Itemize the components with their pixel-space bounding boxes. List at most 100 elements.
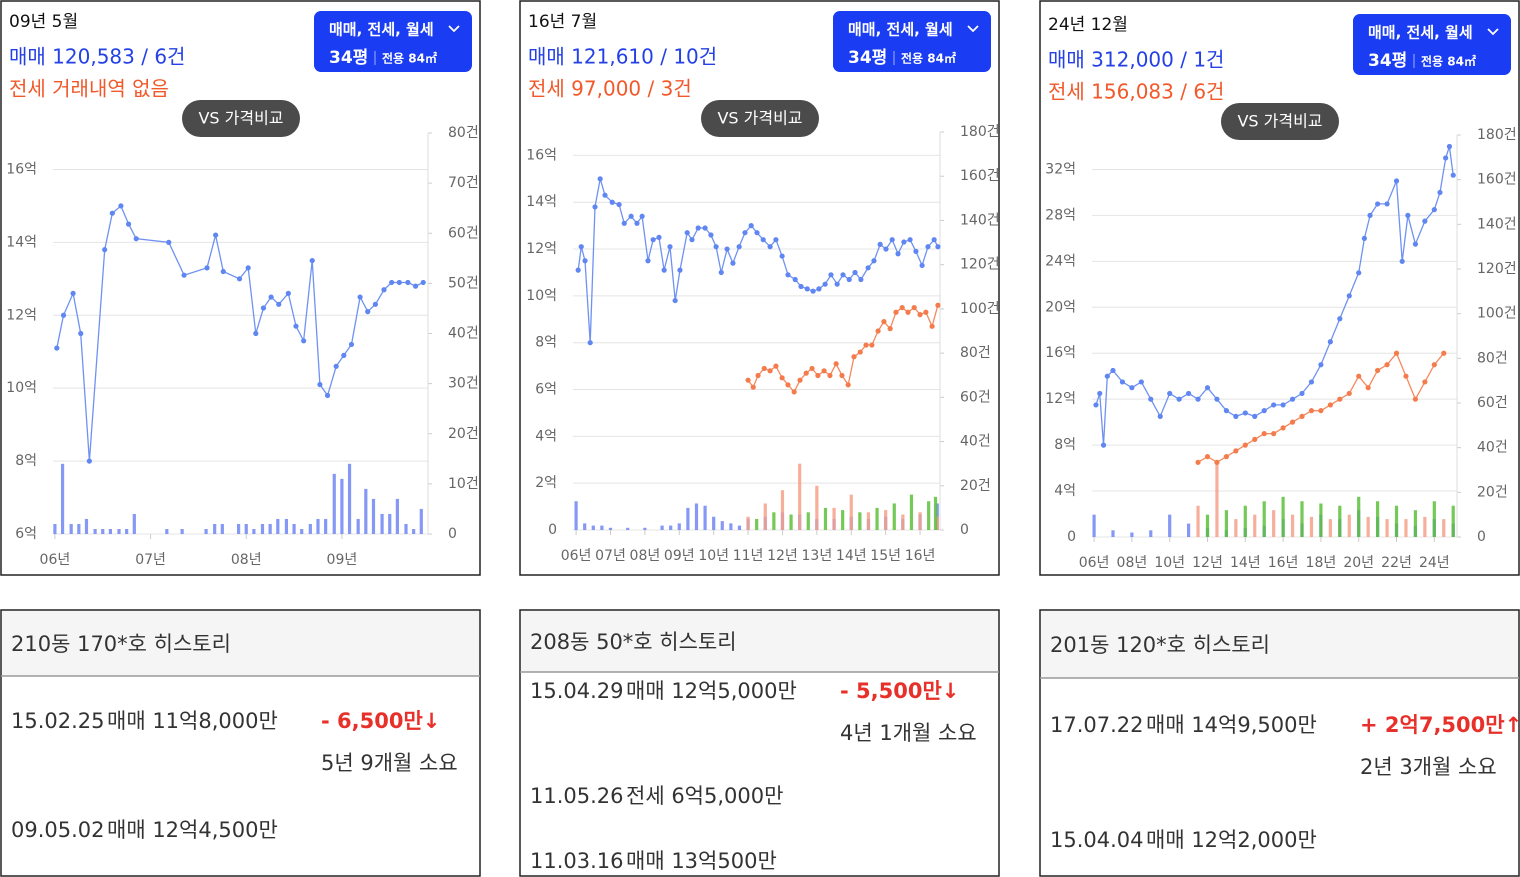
volume-bar	[772, 512, 776, 530]
price-point	[767, 244, 773, 250]
price-point	[773, 363, 779, 369]
jeonse-summary: 전세 97,000 / 3건	[528, 77, 692, 101]
price-point	[1384, 362, 1390, 368]
entry-date: 11.03.16	[530, 849, 624, 873]
price-point	[260, 305, 267, 311]
price-point	[815, 372, 821, 379]
price-point	[656, 234, 662, 240]
volume-bar	[1215, 461, 1219, 537]
price-point	[341, 352, 347, 358]
volume-bar	[823, 507, 828, 530]
price-point	[1167, 390, 1173, 397]
price-point	[639, 213, 645, 219]
x-tick-label: 10년	[698, 548, 729, 564]
pyeong: 34평	[1368, 51, 1407, 71]
volume-bar	[324, 518, 328, 534]
volume-bar	[332, 473, 336, 534]
volume-bar	[308, 523, 312, 534]
price-point	[621, 220, 627, 226]
price-point	[779, 253, 785, 259]
y-tick-label: 10억	[6, 380, 37, 396]
x-tick-label: 09년	[327, 552, 358, 568]
volume-bar	[284, 518, 289, 534]
price-point	[276, 301, 282, 307]
x-tick-label: 06년	[40, 552, 71, 568]
y2-tick-label: 50건	[448, 275, 479, 291]
price-point	[1252, 413, 1258, 419]
price-point	[935, 302, 941, 308]
price-point	[1346, 390, 1352, 397]
price-point	[1365, 385, 1371, 391]
entry-duration: 5년 9개월 소요	[321, 751, 458, 775]
volume-bar	[93, 528, 97, 534]
volume-bar	[125, 528, 129, 534]
volume-bar	[875, 507, 879, 530]
price-point	[1223, 454, 1229, 460]
compare-button[interactable]: VS 가격비교	[1221, 103, 1339, 140]
y2-tick-label: 160건	[960, 168, 1000, 184]
area: 전용 84㎡	[1421, 54, 1476, 69]
price-point	[907, 237, 913, 243]
button-label: VS 가격비교	[198, 109, 283, 128]
deal-type-dropdown[interactable]: 매매, 전세, 월세 34평 전용 84㎡	[1353, 14, 1511, 75]
x-tick-label: 15년	[870, 548, 901, 564]
volume-bar	[1309, 516, 1314, 537]
volume-bar	[841, 510, 845, 530]
price-point	[1422, 379, 1428, 385]
volume-bar	[806, 512, 810, 530]
dropdown-bg	[833, 11, 991, 72]
price-point	[587, 340, 593, 346]
price-point	[1138, 379, 1144, 385]
price-point	[1233, 448, 1239, 454]
entry-deal: 매매 12억4,500만	[107, 818, 278, 842]
price-point	[166, 239, 172, 245]
price-point	[833, 361, 839, 367]
chevron-icon	[967, 25, 979, 33]
volume-bar	[1451, 505, 1455, 537]
price-point	[852, 269, 858, 276]
volume-bar	[380, 513, 384, 534]
price-point	[1204, 385, 1211, 391]
y2-tick-label: 0	[1477, 529, 1486, 545]
volume-bar	[53, 523, 57, 534]
deal-type-dropdown[interactable]: 매매, 전세, 월세 34평 전용 84㎡	[833, 11, 991, 72]
volume-bar	[1253, 514, 1257, 537]
x-tick-label: 11년	[733, 548, 764, 564]
price-point	[396, 279, 402, 286]
price-point	[877, 241, 883, 247]
y2-tick-label: 60건	[960, 389, 991, 405]
x-tick-label: 16년	[905, 548, 936, 564]
volume-bar	[858, 512, 862, 530]
chevron-icon	[1487, 28, 1499, 36]
price-point	[803, 370, 809, 376]
price-point	[1308, 379, 1315, 385]
volume-bar	[884, 510, 888, 530]
compare-button[interactable]: VS 가격비교	[701, 100, 819, 137]
volume-bar	[1281, 496, 1285, 537]
price-point	[1271, 402, 1277, 408]
volume-bar	[600, 525, 604, 530]
volume-bar	[1111, 530, 1115, 537]
deal-type-dropdown[interactable]: 매매, 전세, 월세 34평 전용 84㎡	[314, 11, 472, 72]
x-tick-label: 18년	[1306, 555, 1337, 571]
entry-date: 15.04.04	[1050, 828, 1144, 852]
y2-tick-label: 60건	[1477, 395, 1508, 411]
price-point	[1431, 362, 1437, 368]
price-point	[1100, 442, 1107, 448]
volume-bar	[763, 503, 767, 530]
price-point	[810, 288, 816, 294]
price-point	[901, 239, 907, 245]
volume-bar	[712, 516, 716, 530]
price-point	[333, 363, 339, 369]
price-point	[213, 232, 219, 238]
price-point	[875, 328, 881, 334]
volume-bar	[574, 501, 578, 530]
price-point	[1176, 396, 1182, 402]
x-tick-label: 10년	[1154, 555, 1185, 571]
volume-bar	[780, 490, 785, 530]
volume-bar	[720, 521, 724, 530]
compare-button[interactable]: VS 가격비교	[182, 100, 300, 137]
entry-change: - 5,500만↓	[840, 679, 959, 703]
volume-bar	[1262, 501, 1266, 537]
price-point	[1129, 385, 1135, 391]
